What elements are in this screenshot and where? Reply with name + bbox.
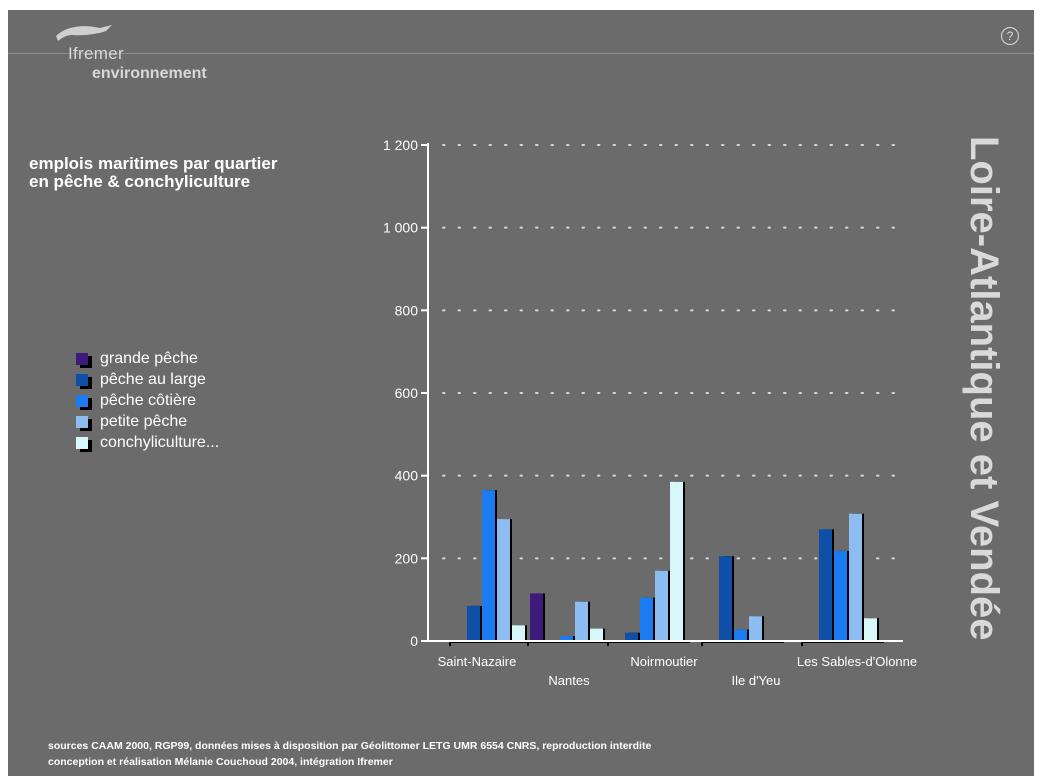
bar bbox=[530, 593, 543, 641]
y-tick-label: 800 bbox=[395, 302, 419, 318]
logo-name: Ifremer bbox=[68, 44, 124, 63]
logo-subtitle: environnement bbox=[92, 65, 207, 82]
dolphin-icon bbox=[56, 25, 112, 41]
bar bbox=[849, 513, 862, 641]
y-tick-label: 0 bbox=[410, 633, 418, 649]
bar bbox=[560, 636, 573, 641]
bar bbox=[497, 519, 510, 641]
category-label: Les Sables-d'Olonne bbox=[797, 654, 917, 669]
bar bbox=[482, 490, 495, 641]
legend-label: grande pêche bbox=[100, 350, 198, 367]
legend-item: pêche côtière bbox=[76, 392, 236, 413]
bar bbox=[719, 556, 732, 641]
bar bbox=[655, 570, 668, 641]
legend-swatch bbox=[76, 353, 88, 365]
bar bbox=[625, 632, 638, 641]
y-tick-label: 1 200 bbox=[383, 137, 418, 153]
bar bbox=[512, 625, 525, 641]
bar bbox=[590, 628, 603, 641]
category-label: Nantes bbox=[548, 673, 590, 688]
y-tick-label: 400 bbox=[395, 468, 419, 484]
bar bbox=[467, 605, 480, 641]
footer: sources CAAM 2000, RGP99, données mises … bbox=[48, 738, 651, 770]
region-title-text: Loire-Atlantique et Vendée bbox=[962, 136, 1006, 641]
chart-title-line-1: emplois maritimes par quartier bbox=[29, 154, 278, 173]
legend-item: conchyliculture... bbox=[76, 434, 236, 455]
chart-title-line-2: en pêche & conchyliculture bbox=[29, 172, 251, 191]
region-title: Loire-Atlantique et Vendée bbox=[962, 136, 1034, 716]
bar bbox=[575, 601, 588, 641]
legend-item: pêche au large bbox=[76, 371, 236, 392]
y-tick-label: 200 bbox=[395, 550, 419, 566]
bar bbox=[819, 529, 832, 641]
bar-chart: 0 200 400 600 800 1 000 1 200 Saint-Nazaire Nant… bbox=[383, 137, 917, 688]
y-tick-label: 1 000 bbox=[383, 220, 418, 236]
y-tick-label: 600 bbox=[395, 385, 419, 401]
legend: grande pêche pêche au large pêche côtière p… bbox=[76, 350, 236, 455]
bar bbox=[734, 629, 747, 641]
category-label: Saint-Nazaire bbox=[438, 654, 517, 669]
bar bbox=[834, 550, 847, 641]
legend-swatch bbox=[76, 374, 88, 386]
footer-credits: conception et réalisation Mélanie Coucho… bbox=[48, 756, 393, 768]
legend-item: grande pêche bbox=[76, 350, 236, 371]
footer-sources: sources CAAM 2000, RGP99, données mises … bbox=[48, 740, 652, 752]
bar bbox=[670, 481, 683, 641]
legend-swatch bbox=[76, 395, 88, 407]
category-label: Noirmoutier bbox=[630, 654, 698, 669]
chart-title: emplois maritimes par quartier en pêche … bbox=[29, 155, 277, 191]
legend-item: petite pêche bbox=[76, 413, 236, 434]
legend-swatch bbox=[76, 437, 88, 449]
chart-panel: Ifremer environnement ? emplois maritime… bbox=[8, 10, 1034, 776]
legend-label: pêche au large bbox=[100, 371, 206, 388]
bar bbox=[640, 597, 653, 641]
help-icon[interactable]: ? bbox=[1001, 27, 1019, 45]
bar bbox=[749, 616, 762, 641]
legend-label: conchyliculture... bbox=[100, 434, 220, 451]
legend-swatch bbox=[76, 416, 88, 428]
legend-label: pêche côtière bbox=[100, 392, 197, 409]
bar bbox=[864, 618, 877, 641]
category-label: Ile d'Yeu bbox=[732, 673, 781, 688]
legend-label: petite pêche bbox=[100, 413, 188, 430]
header-divider bbox=[8, 53, 1034, 54]
